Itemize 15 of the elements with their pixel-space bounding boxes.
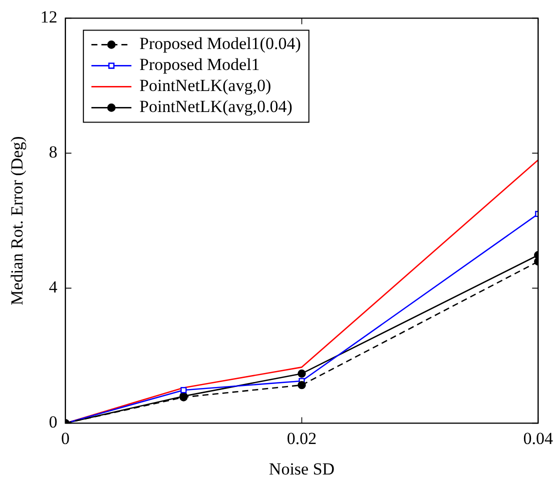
legend-label: PointNetLK(avg,0) <box>139 76 272 96</box>
point <box>298 380 306 390</box>
x-tick-label: 0.02 <box>286 428 317 448</box>
y-tick-label: 8 <box>48 142 58 162</box>
x-tick-label: 0.04 <box>523 428 554 448</box>
y-tick-label: 0 <box>48 412 58 432</box>
y-tick-label: 4 <box>48 278 58 297</box>
point <box>180 387 187 394</box>
y-tick-label: 12 <box>40 8 58 27</box>
y-axis-title: Median Rot. Error (Deg) <box>8 136 27 306</box>
x-axis-title: Noise SD <box>268 459 335 478</box>
legend-label: Proposed Model1(0.04) <box>139 34 301 54</box>
x-tick-label: 0 <box>61 428 70 448</box>
legend-label: Proposed Model1 <box>139 55 260 74</box>
legend-label: PointNetLK(avg,0.04) <box>139 97 292 116</box>
